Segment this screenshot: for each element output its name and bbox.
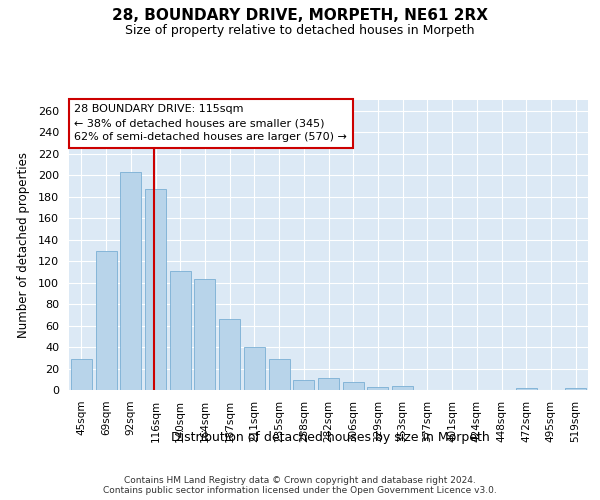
Bar — [516, 388, 537, 390]
Bar — [120, 172, 141, 390]
Text: Distribution of detached houses by size in Morpeth: Distribution of detached houses by size … — [170, 431, 490, 444]
Bar — [71, 359, 92, 390]
Bar — [318, 378, 339, 390]
Bar — [367, 387, 388, 390]
Bar — [392, 386, 413, 390]
Bar — [343, 382, 364, 390]
Bar — [293, 380, 314, 390]
Bar — [219, 319, 240, 390]
Bar — [170, 271, 191, 390]
Text: 28, BOUNDARY DRIVE, MORPETH, NE61 2RX: 28, BOUNDARY DRIVE, MORPETH, NE61 2RX — [112, 8, 488, 22]
Bar — [95, 252, 116, 390]
Bar — [244, 347, 265, 390]
Bar — [145, 189, 166, 390]
Bar — [269, 359, 290, 390]
Bar — [565, 388, 586, 390]
Bar — [194, 280, 215, 390]
Text: Size of property relative to detached houses in Morpeth: Size of property relative to detached ho… — [125, 24, 475, 37]
Text: Contains HM Land Registry data © Crown copyright and database right 2024.
Contai: Contains HM Land Registry data © Crown c… — [103, 476, 497, 495]
Text: 28 BOUNDARY DRIVE: 115sqm
← 38% of detached houses are smaller (345)
62% of semi: 28 BOUNDARY DRIVE: 115sqm ← 38% of detac… — [74, 104, 347, 142]
Y-axis label: Number of detached properties: Number of detached properties — [17, 152, 29, 338]
